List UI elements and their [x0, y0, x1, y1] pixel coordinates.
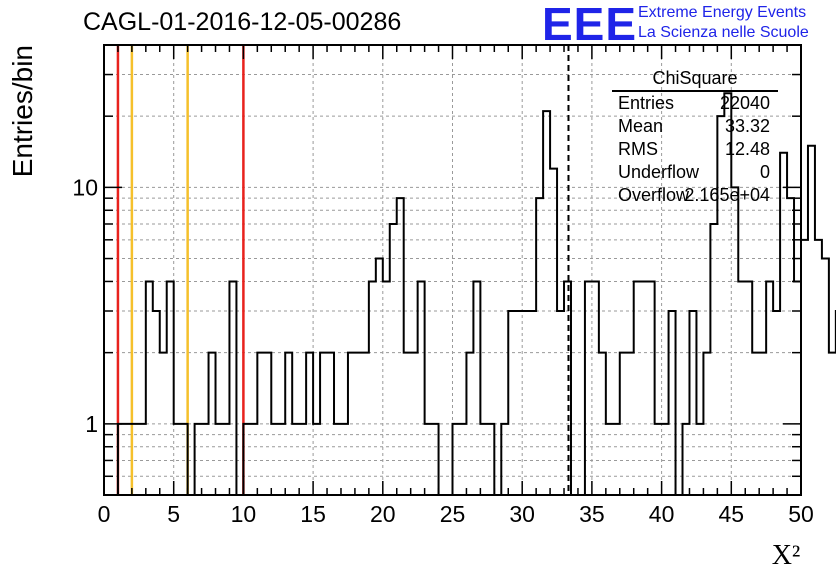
histogram-bin	[592, 281, 599, 495]
histogram-bin	[794, 281, 801, 495]
x-tick-label: 5	[167, 501, 180, 527]
histogram-bin	[383, 281, 390, 495]
histogram-bin	[808, 146, 815, 495]
histogram-bin	[731, 187, 738, 495]
stats-label: Overflow	[618, 185, 690, 205]
stats-value: 2.165e+04	[684, 185, 770, 205]
histogram-bin	[146, 281, 153, 495]
histogram-bin	[669, 311, 676, 495]
histogram-bin	[585, 281, 592, 495]
x-tick-label: 40	[649, 501, 675, 527]
histogram-bin	[536, 198, 543, 495]
histogram-bin	[167, 281, 174, 495]
stats-label: RMS	[618, 139, 658, 159]
eee-logo: EEE	[542, 0, 638, 50]
logo-subtitle-line2: La Scienza nelle Scuole	[638, 24, 809, 41]
histogram-bin	[229, 281, 236, 495]
histogram-bin	[801, 240, 808, 495]
y-tick-label: 10	[72, 174, 98, 200]
histogram-bin	[787, 198, 794, 495]
x-tick-label: 25	[440, 501, 466, 527]
histogram-bin	[397, 198, 404, 495]
stats-title: ChiSquare	[652, 68, 738, 88]
histogram-bin	[515, 311, 522, 495]
histogram-bin	[153, 311, 160, 495]
histogram-bin	[390, 224, 397, 495]
x-tick-label: 15	[300, 501, 326, 527]
stats-label: Mean	[618, 116, 664, 136]
histogram-bin	[773, 311, 780, 495]
histogram-bin	[376, 259, 383, 495]
stats-row-underflow: Underflow 0	[618, 162, 770, 184]
histogram-bars	[104, 92, 836, 496]
axis-labels: 0 5 10 15 20 25 30 35 40 45 50 1 10 X² Entries/bin	[7, 45, 814, 571]
x-tick-label: 20	[370, 501, 396, 527]
histogram-bin	[829, 353, 836, 495]
x-tick-label: 50	[788, 501, 814, 527]
stats-value: 12.48	[724, 139, 770, 159]
stats-value: 22040	[719, 93, 770, 113]
stats-value: 0	[759, 162, 770, 182]
histogram-bin	[780, 153, 787, 495]
histogram-bin	[473, 281, 480, 495]
x-tick-label: 0	[98, 501, 111, 527]
histogram-bin	[641, 281, 648, 495]
histogram-bin	[529, 311, 536, 495]
histogram-bin	[710, 224, 717, 495]
histogram-bin	[634, 281, 641, 495]
stats-row-overflow: Overflow 2.165e+04	[618, 185, 770, 207]
histogram-bin	[543, 111, 550, 495]
stats-row-mean: Mean 33.32	[618, 116, 770, 138]
histogram-bin	[508, 311, 515, 495]
stats-label: Underflow	[618, 162, 700, 182]
stats-row-rms: RMS 12.48	[618, 139, 770, 161]
x-tick-label: 10	[231, 501, 257, 527]
stats-value: 33.32	[724, 116, 770, 136]
histogram-bin	[815, 240, 822, 495]
histogram-bin	[522, 311, 529, 495]
chart-title: CAGL-01-2016-12-05-00286	[83, 8, 402, 36]
x-tick-label: 30	[509, 501, 535, 527]
histogram-bin	[745, 281, 752, 495]
histogram-bin	[369, 281, 376, 495]
stats-label: Entries	[618, 93, 675, 113]
y-axis-title: Entries/bin	[7, 45, 38, 177]
x-axis-title: X²	[772, 540, 801, 571]
stats-row-entries: Entries 22040	[618, 93, 770, 115]
logo-subtitle-line1: Extreme Energy Events	[638, 4, 807, 21]
histogram-bin	[738, 281, 745, 495]
histogram-bin	[822, 259, 829, 495]
stats-divider	[612, 90, 778, 92]
axis-ticks	[103, 44, 802, 496]
x-tick-label: 35	[579, 501, 605, 527]
histogram-bin	[418, 281, 425, 495]
histogram-bin	[557, 311, 564, 495]
histogram-bin	[689, 311, 696, 495]
y-tick-label: 1	[85, 411, 98, 437]
stats-box: ChiSquare Entries 22040 Mean 33.32 RMS 1…	[612, 66, 778, 205]
histogram-bin	[766, 281, 773, 495]
histogram-bin	[648, 281, 655, 495]
reference-lines	[116, 45, 570, 495]
histogram-bin	[550, 169, 557, 495]
x-tick-label: 45	[719, 501, 745, 527]
histogram-outline	[104, 92, 836, 496]
